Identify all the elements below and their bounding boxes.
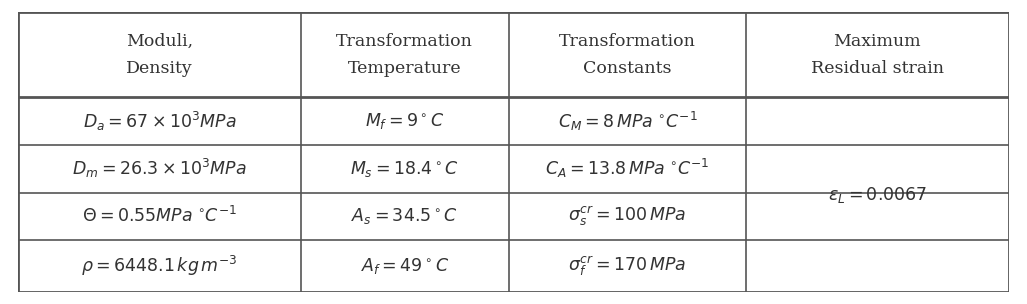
Text: $\sigma_f^{cr} = 170\,MPa$: $\sigma_f^{cr} = 170\,MPa$ — [568, 254, 686, 278]
Text: $\epsilon_L = 0.0067$: $\epsilon_L = 0.0067$ — [828, 185, 927, 205]
Text: $D_a = 67 \times 10^3 MPa$: $D_a = 67 \times 10^3 MPa$ — [83, 110, 236, 133]
Text: $C_A = 13.8\,MPa\,^\circ\!C^{-1}$: $C_A = 13.8\,MPa\,^\circ\!C^{-1}$ — [545, 157, 710, 180]
Text: $D_m = 26.3 \times 10^3 MPa$: $D_m = 26.3 \times 10^3 MPa$ — [72, 157, 246, 180]
Text: $\rho = 6448.1\,kg\,m^{-3}$: $\rho = 6448.1\,kg\,m^{-3}$ — [81, 254, 238, 278]
Text: $M_s = 18.4^\circ C$: $M_s = 18.4^\circ C$ — [350, 159, 459, 179]
Text: $A_f = 49^\circ C$: $A_f = 49^\circ C$ — [360, 256, 449, 276]
Text: $\Theta = 0.55 MPa\,^\circ\!C^{-1}$: $\Theta = 0.55 MPa\,^\circ\!C^{-1}$ — [82, 206, 237, 226]
Text: $C_M = 8\,MPa\,^\circ\!C^{-1}$: $C_M = 8\,MPa\,^\circ\!C^{-1}$ — [558, 110, 697, 133]
Text: $M_f = 9^\circ C$: $M_f = 9^\circ C$ — [365, 111, 445, 131]
Text: $\sigma_s^{cr} = 100\,MPa$: $\sigma_s^{cr} = 100\,MPa$ — [568, 205, 686, 228]
Text: Moduli,
Density: Moduli, Density — [126, 33, 193, 77]
Text: $A_s = 34.5^\circ C$: $A_s = 34.5^\circ C$ — [351, 206, 458, 226]
Text: Transformation
Temperature: Transformation Temperature — [336, 33, 473, 77]
Text: Transformation
Constants: Transformation Constants — [559, 33, 695, 77]
Text: Maximum
Residual strain: Maximum Residual strain — [811, 33, 944, 77]
